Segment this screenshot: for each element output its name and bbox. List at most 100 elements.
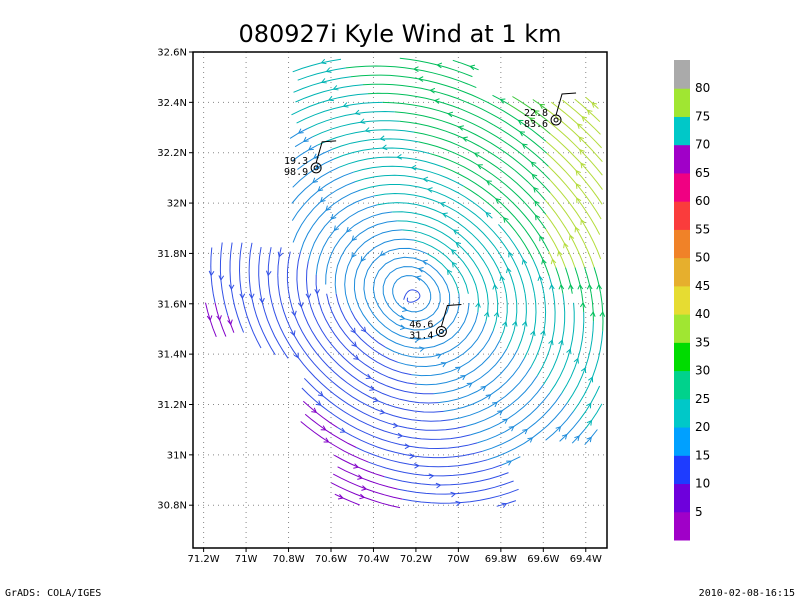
- streamline: [305, 261, 328, 339]
- wind-arrow: [492, 401, 498, 408]
- streamline: [485, 293, 489, 322]
- wind-arrow: [353, 354, 360, 361]
- streamline: [334, 220, 398, 294]
- streamline: [297, 67, 347, 81]
- y-tick-label: 31.4N: [157, 350, 187, 361]
- wind-arrow: [502, 418, 509, 424]
- station-1: 19.398.9: [284, 140, 337, 178]
- wind-arrow: [351, 252, 357, 259]
- station-ring: [435, 325, 447, 337]
- wind-arrow: [446, 269, 453, 275]
- wind-arrow: [534, 200, 540, 207]
- streamline: [549, 133, 603, 190]
- streamline: [397, 220, 488, 294]
- streamline: [337, 466, 398, 490]
- wind-arrow: [589, 310, 596, 317]
- streamline: [593, 267, 602, 294]
- colorbar-label: 80: [695, 81, 710, 95]
- wind-arrow: [433, 98, 440, 104]
- x-tick-label: 70.4W: [357, 554, 389, 565]
- wind-arrow: [419, 346, 426, 352]
- colorbar-label: 70: [695, 138, 710, 152]
- colorbar-label: 45: [695, 279, 710, 293]
- streamline: [383, 472, 509, 486]
- wind-arrow: [573, 357, 579, 364]
- wind-arrow: [439, 201, 446, 208]
- streamline: [470, 384, 544, 436]
- streamline: [394, 111, 513, 159]
- wind-arrow: [429, 87, 436, 94]
- streamline: [547, 120, 603, 176]
- colorbar-swatch: [674, 144, 690, 174]
- wind-arrow: [218, 275, 225, 282]
- streamline: [307, 110, 395, 129]
- streamline: [426, 253, 460, 294]
- wind-arrow: [580, 162, 586, 169]
- wind-arrow: [361, 485, 368, 491]
- wind-arrow: [265, 270, 272, 277]
- wind-arrow: [531, 173, 538, 180]
- wind-arrow: [596, 283, 602, 290]
- wind-arrow: [450, 249, 457, 255]
- wind-arrow: [417, 76, 424, 82]
- wind-arrow: [317, 186, 324, 192]
- streamline: [335, 293, 399, 363]
- streamline: [488, 238, 517, 294]
- wind-arrow: [586, 436, 592, 443]
- x-tick-label: 70W: [447, 554, 470, 565]
- station-3: 46.631.4: [409, 303, 462, 341]
- streamline: [498, 224, 535, 294]
- streamline: [536, 293, 556, 377]
- wind-arrow: [455, 241, 462, 248]
- wind-arrow: [512, 320, 518, 327]
- wind-arrow: [402, 306, 408, 313]
- streamline: [514, 170, 546, 201]
- station-label-top: 22.8: [524, 108, 548, 119]
- wind-arrow: [360, 326, 367, 333]
- wind-arrow: [452, 229, 459, 235]
- wind-arrow: [586, 109, 593, 116]
- y-tick-label: 31.2N: [157, 400, 187, 411]
- wind-arrow: [239, 293, 246, 300]
- wind-arrow: [441, 212, 448, 218]
- wind-arrow: [315, 163, 322, 169]
- streamline: [312, 120, 400, 138]
- wind-arrow: [548, 339, 554, 346]
- streamline: [512, 96, 549, 122]
- streamline: [430, 153, 531, 223]
- wind-arrow: [495, 198, 501, 204]
- streamline: [205, 302, 217, 337]
- streamline: [355, 174, 480, 208]
- wind-arrow: [422, 176, 429, 183]
- streamline: [433, 348, 508, 395]
- wind-arrow: [339, 427, 346, 433]
- colorbar-swatch: [674, 257, 690, 287]
- wind-arrow: [435, 482, 442, 489]
- streamline: [367, 92, 494, 126]
- wind-arrow: [517, 119, 524, 125]
- wind-arrow: [586, 419, 593, 426]
- footer-left: GrADS: COLA/IGES: [5, 588, 101, 599]
- y-tick-label: 30.8N: [157, 501, 187, 512]
- y-tick-label: 32N: [167, 199, 187, 210]
- wind-arrow: [435, 353, 442, 359]
- streamline: [258, 247, 289, 359]
- wind-arrow: [455, 500, 462, 507]
- wind-arrow: [485, 180, 492, 186]
- wind-arrow: [327, 95, 334, 102]
- wind-arrow: [483, 311, 490, 318]
- streamline: [326, 352, 439, 404]
- wind-arrow: [599, 311, 606, 317]
- wind-arrow: [508, 426, 515, 432]
- wind-arrow: [577, 283, 584, 290]
- wind-arrow: [567, 283, 574, 290]
- colorbar-label: 60: [695, 194, 710, 208]
- streamline: [546, 109, 603, 163]
- station-label-bottom: 83.6: [524, 119, 548, 130]
- wind-arrow: [506, 460, 513, 466]
- streamline: [560, 311, 585, 394]
- streamline: [392, 283, 432, 313]
- streamline: [566, 321, 594, 403]
- wind-arrow: [521, 320, 528, 327]
- y-tick-label: 31N: [167, 450, 187, 461]
